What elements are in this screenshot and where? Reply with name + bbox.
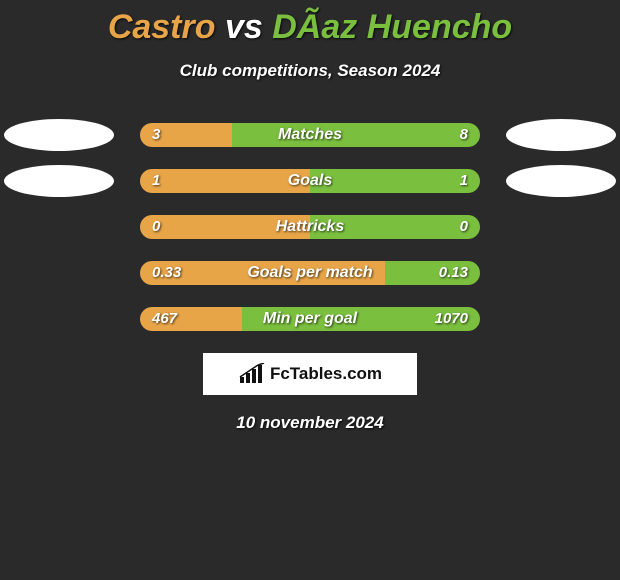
stat-metric-label: Hattricks	[140, 215, 480, 239]
stat-bar-track: 11Goals	[140, 169, 480, 193]
stat-bar-track: 0.330.13Goals per match	[140, 261, 480, 285]
stat-row: 4671070Min per goal	[0, 307, 620, 331]
logo-text: FcTables.com	[270, 364, 382, 384]
stat-row: 00Hattricks	[0, 215, 620, 239]
stat-bar-track: 4671070Min per goal	[140, 307, 480, 331]
player-avatar-right	[506, 119, 616, 151]
stat-bar-track: 38Matches	[140, 123, 480, 147]
stat-metric-label: Matches	[140, 123, 480, 147]
comparison-rows: 38Matches 11Goals 00Hattricks 0.330.13Goals…	[0, 123, 620, 331]
comparison-title: Castro vs DÃ­az Huencho	[0, 0, 620, 47]
date-text: 10 november 2024	[0, 413, 620, 433]
player-avatar-right	[506, 165, 616, 197]
comparison-subtitle: Club competitions, Season 2024	[0, 61, 620, 81]
stat-metric-label: Goals per match	[140, 261, 480, 285]
player-avatar-left	[4, 165, 114, 197]
stat-row: 11Goals	[0, 169, 620, 193]
bar-chart-icon	[238, 363, 266, 385]
stat-metric-label: Min per goal	[140, 307, 480, 331]
logo-box: FcTables.com	[203, 353, 417, 395]
stat-row: 0.330.13Goals per match	[0, 261, 620, 285]
stat-metric-label: Goals	[140, 169, 480, 193]
stat-row: 38Matches	[0, 123, 620, 147]
player-avatar-left	[4, 119, 114, 151]
stat-bar-track: 00Hattricks	[140, 215, 480, 239]
